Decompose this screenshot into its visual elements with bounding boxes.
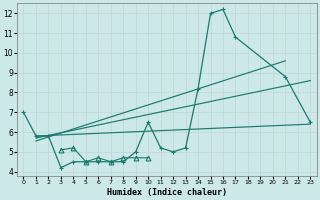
X-axis label: Humidex (Indice chaleur): Humidex (Indice chaleur) bbox=[107, 188, 227, 197]
